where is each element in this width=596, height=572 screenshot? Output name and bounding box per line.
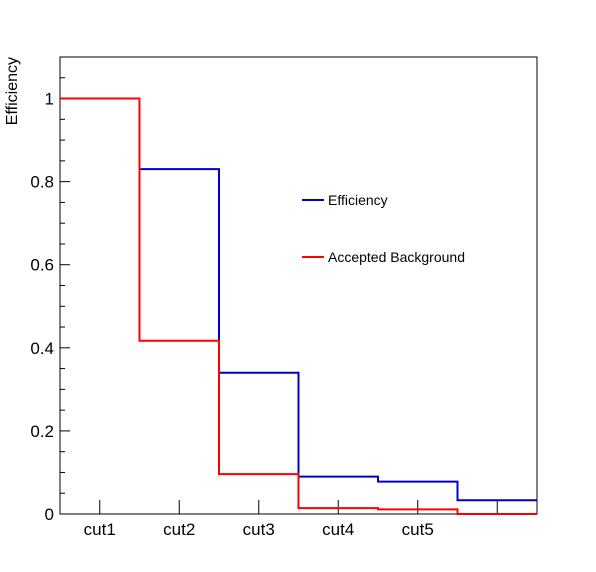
x-tick-label: cut4 bbox=[322, 520, 354, 539]
series-line-efficiency bbox=[60, 97, 537, 502]
y-tick-label: 0 bbox=[45, 505, 54, 524]
y-axis: 0 0.2 0.4 0.6 0.8 1 bbox=[30, 56, 70, 524]
y-tick-label: 0.8 bbox=[30, 173, 54, 192]
series-lines bbox=[60, 97, 537, 515]
y-tick-label: 0.4 bbox=[30, 339, 54, 358]
legend: Efficiency Accepted Background bbox=[302, 192, 465, 265]
x-tick-label: cut2 bbox=[163, 520, 195, 539]
y-tick-label: 0.2 bbox=[30, 422, 54, 441]
x-tick-label: cut5 bbox=[402, 520, 434, 539]
legend-label-accepted-background: Accepted Background bbox=[328, 249, 465, 265]
series-line-accepted-background bbox=[60, 97, 537, 515]
x-tick-label: cut3 bbox=[243, 520, 275, 539]
y-tick-label: 0.6 bbox=[30, 256, 54, 275]
x-axis: cut1 cut2 cut3 cut4 cut5 bbox=[84, 500, 498, 539]
legend-label-efficiency: Efficiency bbox=[328, 192, 388, 208]
y-axis-title: Efficiency bbox=[4, 57, 21, 125]
x-tick-label: cut1 bbox=[84, 520, 116, 539]
y-tick-label: 1 bbox=[45, 90, 54, 109]
